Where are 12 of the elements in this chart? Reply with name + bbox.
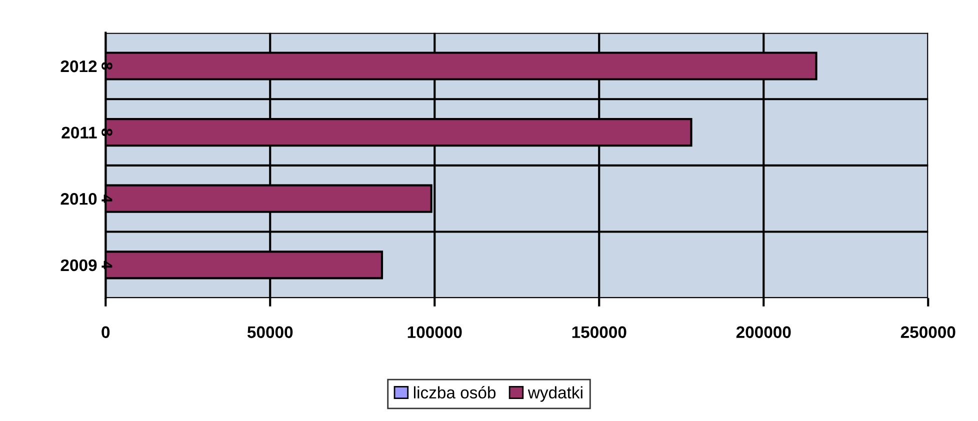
y-tick-label: 2010 [60, 193, 97, 205]
legend-label: liczba osób [414, 386, 496, 398]
y-tick-label: 2009 [60, 259, 97, 272]
legend-label: wydatki [528, 386, 582, 402]
x-tick-label: 150000 [572, 326, 626, 338]
y-tick-label: 2011 [62, 126, 97, 138]
y-tick-label: 2012 [60, 60, 97, 72]
x-tick-label: 200000 [736, 326, 791, 338]
x-tick-label: 100000 [408, 326, 462, 338]
x-tick-label: 0 [102, 326, 110, 338]
x-tick-label: 250000 [900, 326, 956, 338]
x-tick-label: 50000 [247, 326, 293, 338]
